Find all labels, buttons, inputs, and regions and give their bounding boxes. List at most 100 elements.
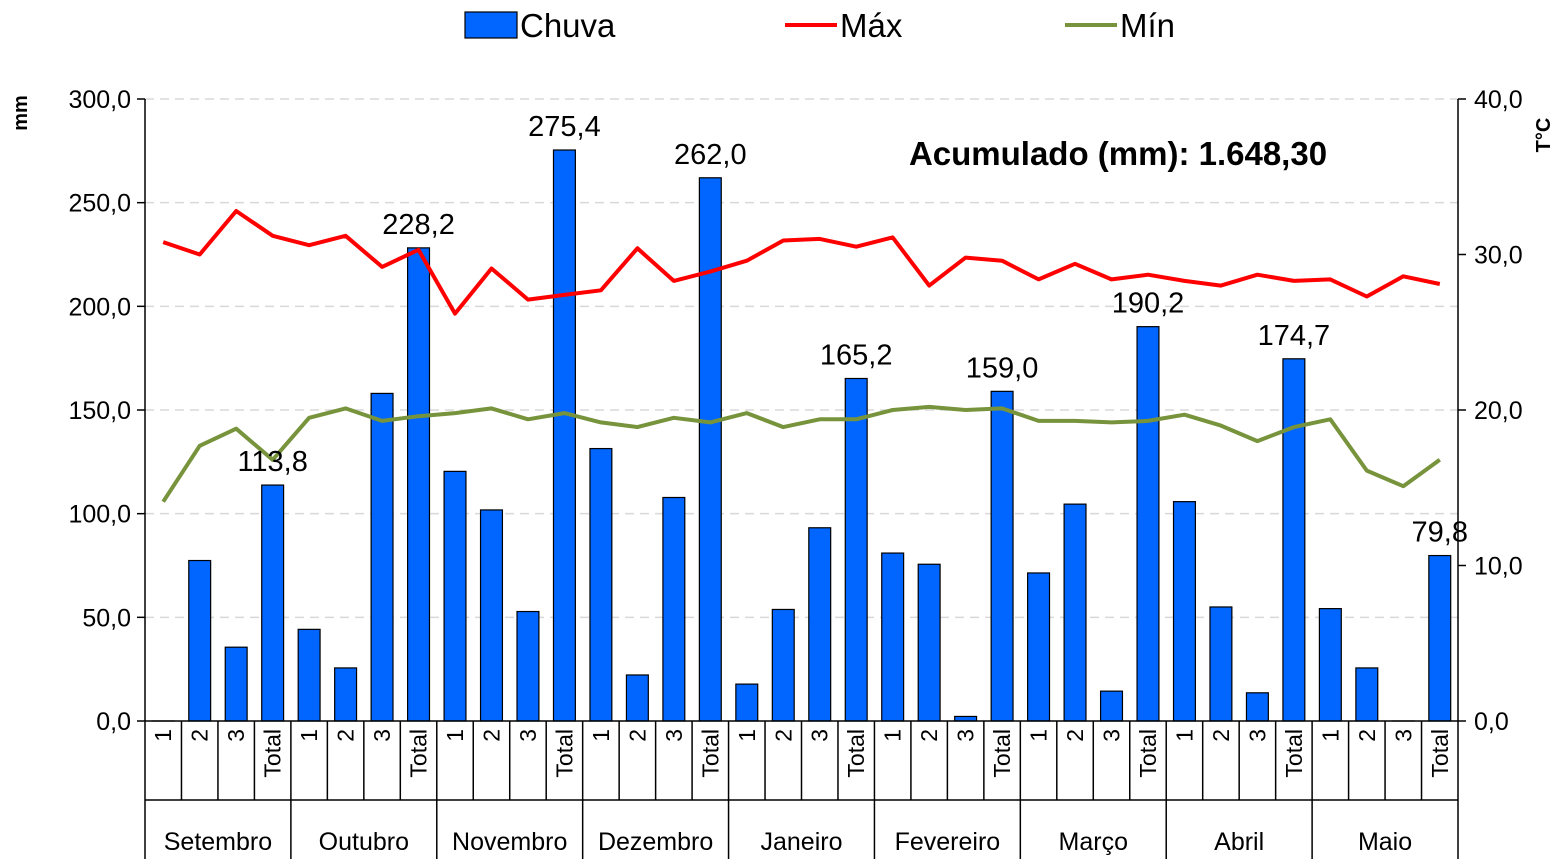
month-label: Setembro (164, 828, 272, 856)
x-tick-label: 3 (661, 729, 687, 742)
rain-bar (261, 484, 285, 722)
x-tick-label: 1 (588, 729, 614, 742)
bar-data-label: 113,8 (237, 446, 307, 478)
min-temperature-line (161, 404, 1441, 503)
rain-bar (552, 149, 576, 722)
x-tick-label: 3 (1244, 729, 1270, 742)
rain-bar (1209, 606, 1233, 722)
temperature-lines (161, 209, 1441, 503)
max-temperature-line (162, 209, 1441, 316)
month-label: Novembro (452, 828, 567, 856)
rain-bar (735, 683, 759, 722)
x-tick-label: 3 (515, 729, 541, 742)
month-label: Outubro (319, 828, 409, 856)
data-labels: 113,8 228,2 275,4 262,0 165,2 159,0 190,2 174,7… (237, 111, 1468, 549)
rain-bar (516, 610, 540, 722)
rain-bar (698, 177, 722, 722)
x-tick-label: 1 (1317, 729, 1343, 742)
y-left-tick-label: 50,0 (82, 604, 131, 632)
axes: 0,0 50,0 100,0 150,0 200,0 250,0 300,0 0,0 10,0 2… (68, 86, 1523, 859)
rain-bar (589, 447, 613, 722)
rain-bar (662, 496, 686, 722)
bar-data-label: 262,0 (674, 139, 747, 171)
month-label: Maio (1358, 828, 1412, 856)
rain-bar (1428, 554, 1452, 722)
accumulated-annotation: Acumulado (mm): 1.648,30 (909, 135, 1327, 172)
x-tick-label: 2 (1354, 729, 1380, 742)
legend-label: Chuva (520, 7, 616, 44)
y-axis-right-label: T°C (1533, 118, 1555, 153)
rain-bar (479, 509, 504, 722)
x-tick-label: 1 (1026, 729, 1052, 742)
y-right-tick-label: 10,0 (1474, 553, 1523, 581)
x-tick-label: 3 (369, 729, 395, 742)
x-tick-label: 2 (770, 729, 796, 742)
x-tick-label: Total (260, 729, 286, 778)
y-right-tick-label: 30,0 (1474, 242, 1523, 270)
rain-bar (1282, 358, 1306, 722)
x-tick-label: 2 (478, 729, 504, 742)
x-tick-label: Total (406, 729, 432, 778)
rain-bar (771, 608, 795, 722)
x-tick-label: 2 (624, 729, 650, 742)
x-tick-label: 1 (1171, 729, 1197, 742)
x-tick-label: 2 (1062, 729, 1088, 742)
rain-bar (188, 559, 212, 722)
x-tick-label: Total (1281, 729, 1307, 778)
month-label: Fevereiro (895, 828, 1001, 856)
x-tick-label: 2 (187, 729, 213, 742)
gridlines (145, 98, 1458, 619)
rain-bar (844, 377, 868, 722)
rain-bar (1172, 501, 1197, 722)
y-left-tick-label: 300,0 (68, 86, 131, 114)
bar-data-label: 165,2 (820, 339, 893, 371)
rain-bar (990, 390, 1014, 722)
bar-data-label: 190,2 (1112, 288, 1185, 320)
legend-label: Mín (1120, 7, 1175, 44)
rain-bar (297, 628, 321, 722)
x-tick-label: Total (1427, 729, 1453, 778)
y-left-tick-label: 200,0 (68, 293, 131, 321)
rain-bar (334, 667, 358, 722)
y-right-tick-label: 40,0 (1474, 86, 1523, 114)
rain-bars (151, 149, 1452, 722)
x-tick-label: 1 (880, 729, 906, 742)
x-tick-label: Total (843, 729, 869, 778)
x-tick-label: 2 (916, 729, 942, 742)
rain-bar (1245, 692, 1269, 722)
y-left-tick-label: 100,0 (68, 501, 131, 529)
rain-bar (1099, 690, 1124, 722)
y-left-tick-label: 250,0 (68, 190, 131, 218)
rain-bar (443, 470, 467, 722)
rain-bar (625, 674, 649, 722)
rain-bar (1136, 326, 1160, 722)
bar-data-label: 79,8 (1412, 517, 1468, 549)
x-tick-label: 1 (150, 729, 176, 742)
x-tick-label: 1 (296, 729, 322, 742)
x-tick-label: Total (697, 729, 723, 778)
x-tick-label: Total (1135, 729, 1161, 778)
y-right-tick-label: 20,0 (1474, 397, 1523, 425)
month-label: Abril (1214, 828, 1264, 856)
rain-bar (917, 563, 941, 722)
month-label: Março (1059, 828, 1128, 856)
legend-chuva-swatch (464, 11, 518, 39)
x-tick-label: 3 (807, 729, 833, 742)
y-axis-left-label: mm (10, 95, 32, 131)
rain-bar (1355, 667, 1379, 722)
bar-data-label: 275,4 (528, 111, 601, 143)
bar-data-label: 174,7 (1258, 320, 1331, 352)
bar-data-label: 228,2 (382, 209, 455, 241)
bar-data-label: 159,0 (966, 352, 1039, 384)
y-left-tick-label: 0,0 (96, 708, 131, 736)
rain-bar (881, 552, 905, 722)
x-tick-label: 2 (333, 729, 359, 742)
rain-bar (808, 527, 832, 722)
rain-bar (407, 247, 431, 722)
x-tick-label: 1 (442, 729, 468, 742)
x-tick-label: 1 (734, 729, 760, 742)
month-label: Dezembro (598, 828, 713, 856)
y-left-tick-label: 150,0 (68, 397, 131, 425)
x-tick-label: 3 (1099, 729, 1125, 742)
